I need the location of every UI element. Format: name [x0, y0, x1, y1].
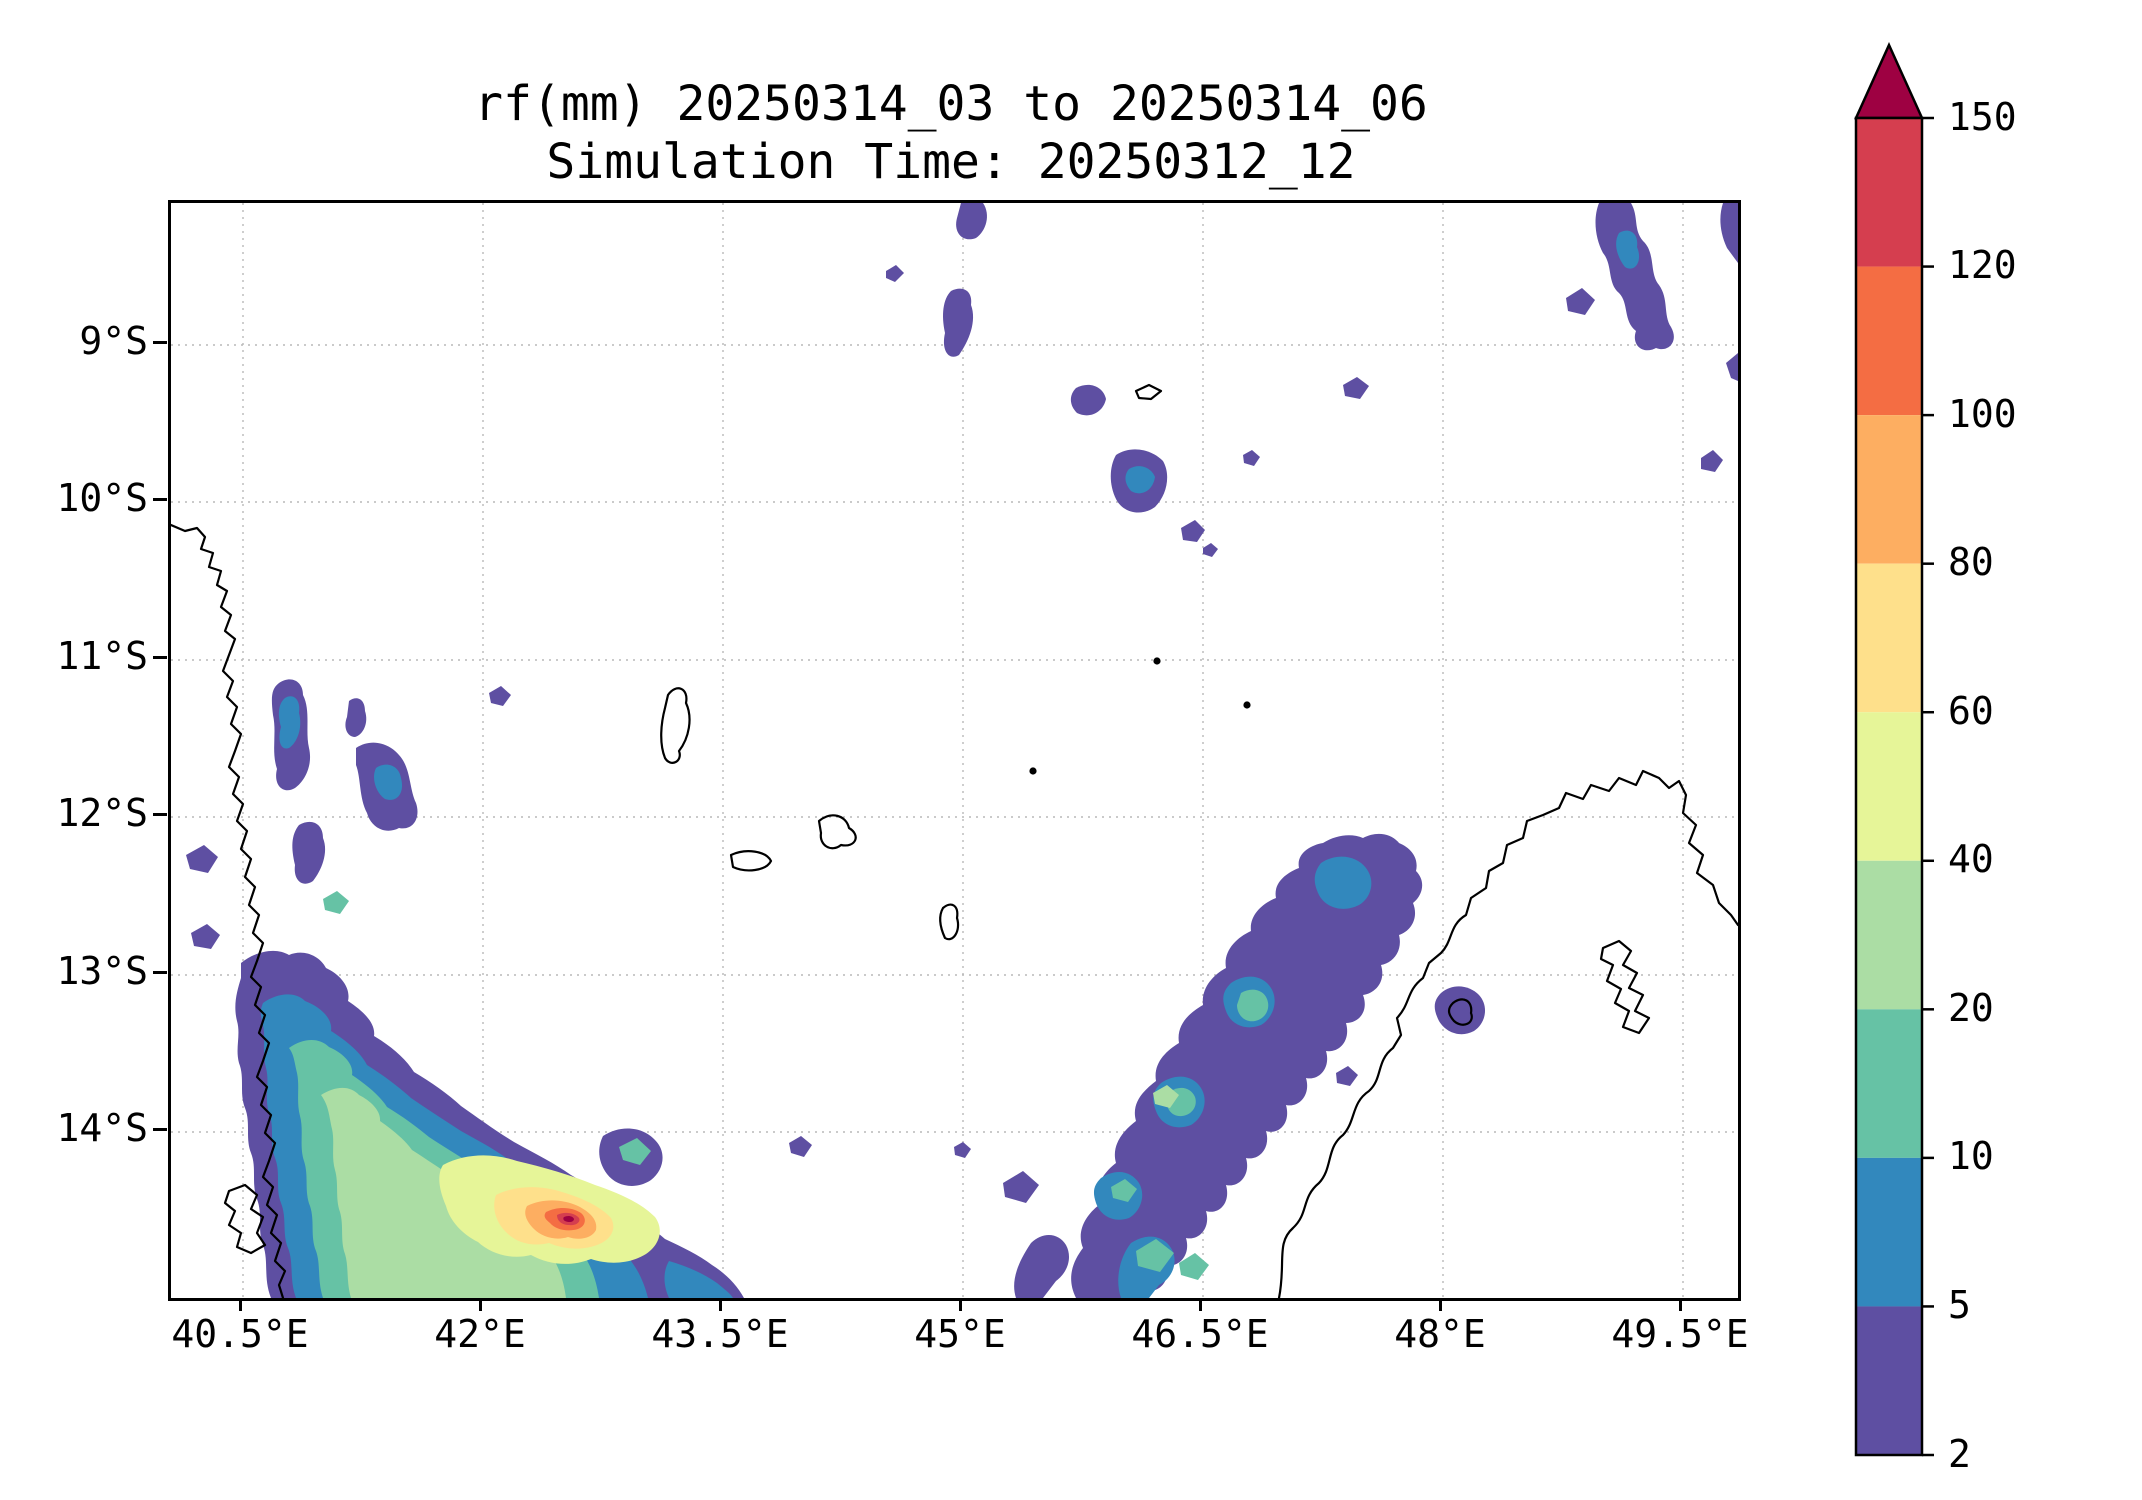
y-tick-mark [153, 497, 167, 501]
y-tick-label: 12°S [56, 791, 148, 835]
colorbar-segment [1856, 1157, 1922, 1307]
rain-north-cells [886, 203, 1369, 557]
y-tick-label: 10°S [56, 476, 148, 520]
coastlines [171, 383, 1738, 1298]
coastline-madagascar [1277, 769, 1738, 1298]
colorbar-segment [1856, 118, 1922, 267]
coastline-africa [171, 523, 287, 1298]
colorbar-outline [1854, 116, 1924, 1457]
rain-nw-madagascar-band [1003, 833, 1486, 1298]
y-tick-mark [153, 655, 167, 659]
y-tick-label: 13°S [56, 949, 148, 993]
island-grande-comore [660, 687, 691, 764]
x-tick-label: 45°E [914, 1312, 1006, 1356]
colorbar-segment [1856, 860, 1922, 1010]
x-tick-label: 43.5°E [651, 1312, 789, 1356]
colorbar-tick-label: 10 [1948, 1134, 1994, 1178]
x-tick-label: 40.5°E [171, 1312, 309, 1356]
figure-title: rf(mm) 20250314_03 to 20250314_06 [474, 76, 1428, 132]
x-tick-mark [478, 1298, 482, 1311]
y-tick-mark [153, 970, 167, 974]
rain-primary-system [235, 950, 971, 1298]
island-mayotte [939, 903, 960, 941]
colorbar-tick-label: 80 [1948, 540, 1994, 584]
islet-dot-3 [1029, 767, 1037, 775]
x-tick-mark [1198, 1298, 1202, 1311]
colorbar-tick-marks [1922, 116, 1934, 1457]
y-tick-mark [153, 812, 167, 816]
colorbar-segment [1856, 712, 1922, 861]
island-small-north [1134, 383, 1163, 401]
colorbar-tick-label: 40 [1948, 837, 1994, 881]
islet-dot-2 [1153, 657, 1161, 665]
x-tick-mark [238, 1298, 242, 1311]
colorbar-tick-label: 60 [1948, 689, 1994, 733]
x-tick-label: 49.5°E [1611, 1312, 1749, 1356]
colorbar-tick-label: 120 [1948, 243, 2017, 287]
y-tick-label: 11°S [56, 634, 148, 678]
x-tick-mark [1678, 1298, 1682, 1311]
colorbar-tick-label: 100 [1948, 392, 2017, 436]
colorbar-segment [1856, 415, 1922, 564]
x-tick-label: 42°E [434, 1312, 526, 1356]
map-svg [171, 203, 1738, 1298]
x-tick-mark [718, 1298, 722, 1311]
x-tick-mark [958, 1298, 962, 1311]
gridlines [171, 203, 1738, 1298]
island-anjouan [817, 814, 857, 850]
colorbar-tick-label: 150 [1948, 95, 2017, 139]
colorbar [1854, 42, 1934, 1457]
rain-northeast-corner-cells [1566, 203, 1738, 472]
colorbar-segment [1856, 1306, 1922, 1455]
x-tick-mark [1438, 1298, 1442, 1311]
colorbar-tick-label: 5 [1948, 1283, 1971, 1327]
island-nosy-be [1447, 998, 1473, 1026]
y-tick-mark [153, 340, 167, 344]
islet-dot-1 [1243, 701, 1251, 709]
island-moheli [729, 850, 773, 872]
x-tick-label: 48°E [1394, 1312, 1486, 1356]
plot-area [168, 200, 1741, 1301]
colorbar-tick-label: 20 [1948, 986, 1994, 1030]
colorbar-tick-label: 2 [1948, 1432, 1971, 1476]
colorbar-extend-triangle [1854, 42, 1924, 120]
colorbar-segment [1856, 563, 1922, 713]
colorbar-segment [1856, 1009, 1922, 1158]
y-tick-label: 14°S [56, 1106, 148, 1150]
rain-west-cells [186, 679, 511, 949]
y-tick-mark [153, 1127, 167, 1131]
coastline-africa-inlet [223, 1183, 267, 1255]
figure-subtitle: Simulation Time: 20250312_12 [546, 134, 1356, 190]
coastline-madagascar-bays [1599, 939, 1651, 1035]
colorbar-segment [1856, 266, 1922, 416]
x-tick-label: 46.5°E [1131, 1312, 1269, 1356]
y-tick-label: 9°S [79, 319, 148, 363]
